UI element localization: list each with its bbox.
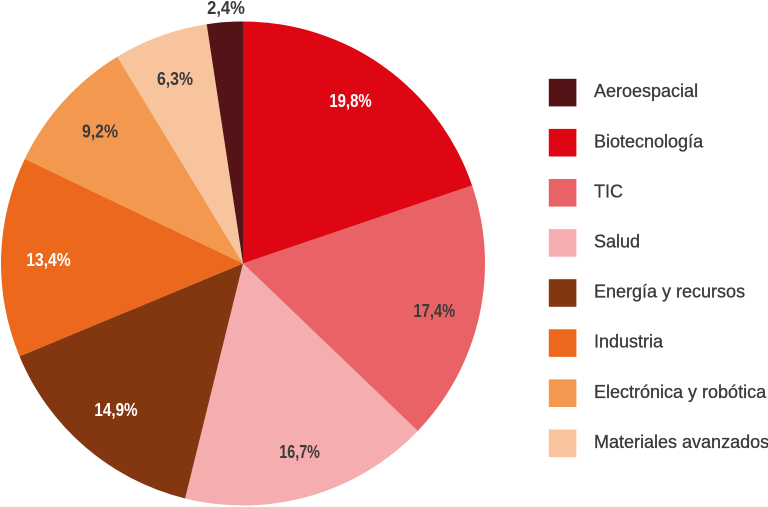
svg-text:Materiales avanzados: Materiales avanzados [594, 432, 768, 452]
svg-text:17,4%: 17,4% [414, 301, 456, 321]
svg-text:Salud: Salud [594, 232, 640, 252]
svg-text:13,4%: 13,4% [26, 250, 70, 270]
svg-text:Aeroespacial: Aeroespacial [594, 81, 698, 101]
svg-text:9,2%: 9,2% [82, 122, 118, 142]
svg-text:2,4%: 2,4% [207, 0, 245, 18]
svg-text:Electrónica y robótica: Electrónica y robótica [594, 382, 767, 402]
svg-text:16,7%: 16,7% [279, 442, 320, 462]
svg-text:6,3%: 6,3% [157, 69, 193, 89]
svg-text:Industria: Industria [594, 332, 664, 352]
svg-text:14,9%: 14,9% [94, 400, 137, 420]
svg-text:Energía y recursos: Energía y recursos [594, 282, 745, 302]
svg-text:TIC: TIC [594, 181, 623, 201]
svg-text:19,8%: 19,8% [329, 91, 371, 111]
svg-text:Biotecnología: Biotecnología [594, 131, 704, 151]
